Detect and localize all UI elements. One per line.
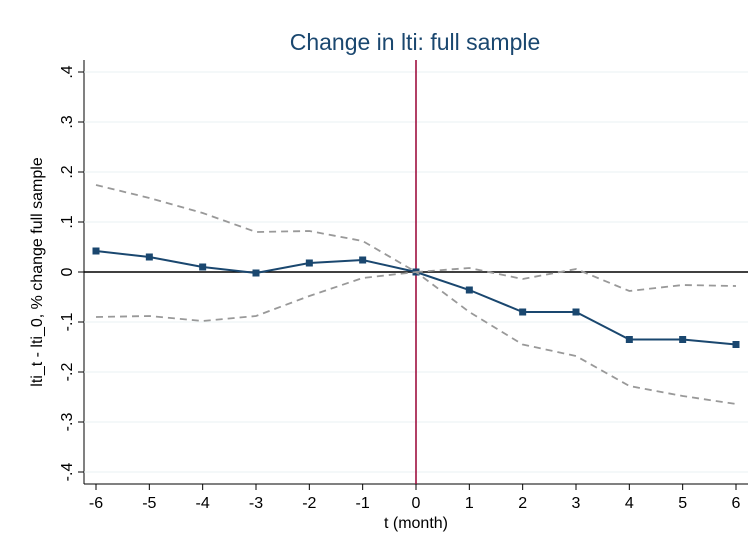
x-axis-label: t (month) <box>384 515 448 532</box>
y-tick-label: .4 <box>59 65 76 78</box>
point-marker <box>92 247 100 255</box>
point-marker <box>359 256 367 264</box>
point-marker <box>252 269 260 277</box>
x-tick-label: 5 <box>678 495 687 512</box>
chart-title: Change in lti: full sample <box>290 29 541 55</box>
y-tick-label: .3 <box>59 115 76 128</box>
x-tick-label: 6 <box>732 495 741 512</box>
y-tick-label: .2 <box>59 165 76 178</box>
x-tick-label: 2 <box>518 495 527 512</box>
x-tick-label: -4 <box>196 495 210 512</box>
x-tick-label: 4 <box>625 495 634 512</box>
point-marker <box>199 263 207 271</box>
point-marker <box>465 286 473 294</box>
x-tick-label: -3 <box>249 495 263 512</box>
x-tick-label: -5 <box>142 495 156 512</box>
y-tick-label: -.1 <box>59 313 76 332</box>
y-tick-label: -.4 <box>59 463 76 482</box>
series-line <box>95 271 737 405</box>
point-marker <box>732 341 740 348</box>
point-marker <box>305 259 313 267</box>
x-tick-label: 3 <box>572 495 581 512</box>
point-marker <box>519 308 527 316</box>
y-axis-label: lti_t - lti_0, % change full sample <box>29 157 46 387</box>
y-tick-label: -.3 <box>59 413 76 432</box>
x-tick-label: -1 <box>356 495 370 512</box>
point-marker <box>572 308 580 316</box>
x-tick-label: 0 <box>412 495 421 512</box>
y-tick-label: .1 <box>59 215 76 228</box>
point-marker <box>679 336 687 343</box>
point-marker <box>145 253 153 261</box>
x-tick-label: -2 <box>302 495 316 512</box>
y-tick-label: 0 <box>59 267 76 276</box>
point-marker <box>625 336 633 343</box>
x-tick-label: -6 <box>89 495 103 512</box>
y-tick-label: -.2 <box>59 363 76 382</box>
x-tick-label: 1 <box>465 495 474 512</box>
